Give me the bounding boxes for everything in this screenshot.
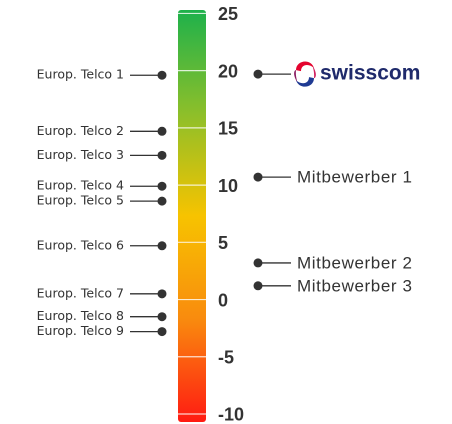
left-label: Europ. Telco 5 xyxy=(37,193,124,208)
marker xyxy=(157,126,167,136)
right-label: Mitbewerber 2 xyxy=(297,253,413,272)
left-label: Europ. Telco 3 xyxy=(37,147,124,162)
left-label: Europ. Telco 8 xyxy=(37,308,124,323)
marker xyxy=(157,241,167,251)
marker xyxy=(157,150,167,160)
y-tick-label: -10 xyxy=(218,405,244,424)
logo-swirl xyxy=(312,66,316,79)
left-label: Europ. Telco 9 xyxy=(37,323,124,338)
y-tick-label: 5 xyxy=(218,233,228,253)
scale-bar xyxy=(178,10,206,422)
logo-text: swisscom xyxy=(320,62,420,85)
left-label: Europ. Telco 6 xyxy=(37,237,124,252)
y-tick-label: -5 xyxy=(218,348,234,368)
y-tick-label: 20 xyxy=(218,61,238,81)
marker xyxy=(157,312,167,322)
logo-icon xyxy=(294,61,316,87)
marker xyxy=(157,196,167,206)
left-label: Europ. Telco 7 xyxy=(37,285,124,300)
y-tick-label: 25 xyxy=(218,4,238,24)
right-label: Mitbewerber 3 xyxy=(297,276,413,295)
y-tick-label: 15 xyxy=(218,119,238,139)
y-tick-label: 0 xyxy=(218,290,228,310)
marker xyxy=(157,70,167,80)
logo-swirl xyxy=(294,70,298,82)
marker xyxy=(157,327,167,337)
logo-swirl xyxy=(296,61,314,72)
left-label: Europ. Telco 1 xyxy=(37,67,124,82)
left-label: Europ. Telco 2 xyxy=(37,123,124,138)
marker xyxy=(157,181,167,191)
left-label: Europ. Telco 4 xyxy=(37,178,124,193)
y-tick-label: 10 xyxy=(218,176,238,196)
logo-swirl xyxy=(296,77,314,87)
right-label: Mitbewerber 1 xyxy=(297,168,413,187)
marker xyxy=(157,289,167,299)
